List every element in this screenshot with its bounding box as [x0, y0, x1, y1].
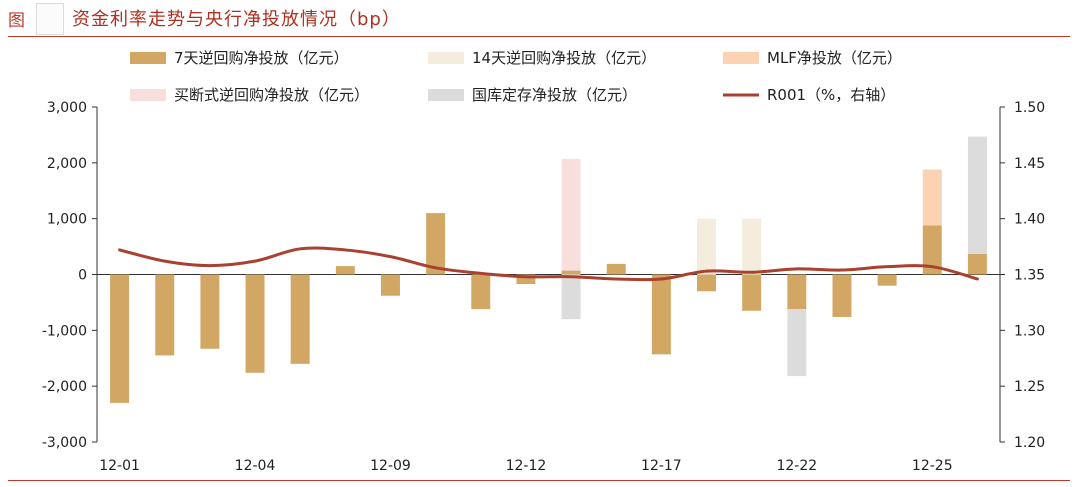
- legend-swatch-treasury: [428, 89, 464, 101]
- y-tick-label: -1,000: [42, 323, 87, 339]
- legend-label-outright: 买断式逆回购净投放（亿元）: [174, 86, 369, 104]
- legend-swatch-rr7: [130, 52, 166, 64]
- legend-swatch-outright: [130, 89, 166, 101]
- legend-swatch-mlf: [723, 52, 759, 64]
- bar-rr7: [651, 274, 671, 355]
- figure-number-box: [36, 3, 64, 35]
- bar-rr7: [200, 274, 220, 349]
- legend-label-treasury: 国库定存净投放（亿元）: [472, 86, 637, 104]
- y2-tick-label: 1.40: [1014, 212, 1045, 228]
- bar-rr7: [561, 270, 581, 275]
- bar-rr7: [245, 274, 265, 373]
- bar-treasury: [967, 136, 987, 254]
- x-tick-label: 12-01: [99, 458, 140, 474]
- bar-rr7: [967, 253, 987, 275]
- x-tick-label: 12-09: [370, 458, 411, 474]
- bar-rr7: [742, 274, 762, 311]
- bar-rr7: [471, 274, 491, 310]
- header-rule: [8, 36, 1070, 37]
- x-tick-label: 12-22: [776, 458, 817, 474]
- bar-rr7: [697, 274, 717, 292]
- bar-rr7: [335, 266, 355, 275]
- bar-rr7: [606, 263, 626, 275]
- y2-tick-label: 1.50: [1014, 100, 1045, 116]
- legend-label-mlf: MLF净投放（亿元）: [767, 49, 902, 67]
- y2-tick-label: 1.25: [1014, 379, 1045, 395]
- x-tick-label: 12-04: [235, 458, 276, 474]
- y-tick-label: -2,000: [42, 379, 87, 395]
- y2-tick-label: 1.45: [1014, 156, 1045, 172]
- legend-swatch-rr14: [428, 52, 464, 64]
- bar-rr14: [742, 218, 762, 275]
- bar-rr7: [155, 274, 175, 356]
- bar-rr7: [922, 225, 942, 275]
- bar-rr7: [380, 274, 400, 296]
- bar-outright: [561, 158, 581, 271]
- chart-title: 资金利率走势与央行净投放情况（bp）: [72, 9, 401, 30]
- series-line-r001: [118, 246, 979, 282]
- y2-tick-label: 1.35: [1014, 268, 1045, 284]
- bar-rr7: [516, 274, 536, 284]
- x-tick-label: 12-12: [506, 458, 547, 474]
- bar-treasury: [787, 309, 807, 377]
- figure-label: 图: [8, 11, 25, 31]
- bar-mlf: [922, 169, 942, 226]
- legend-label-rr14: 14天逆回购净投放（亿元）: [472, 49, 656, 67]
- y-tick-label: 3,000: [47, 100, 87, 116]
- legend-label-r001: R001（%，右轴）: [767, 86, 895, 104]
- x-tick-label: 12-25: [912, 458, 953, 474]
- bar-rr14: [697, 218, 717, 275]
- y2-tick-label: 1.30: [1014, 323, 1045, 339]
- y-tick-label: 0: [78, 268, 87, 284]
- bar-rr7: [290, 274, 310, 364]
- bar-treasury: [561, 274, 581, 320]
- y-tick-label: -3,000: [42, 435, 87, 451]
- bar-rr7: [787, 274, 807, 310]
- bar-rr7: [426, 213, 446, 275]
- y-tick-label: 2,000: [47, 156, 87, 172]
- y-tick-label: 1,000: [47, 212, 87, 228]
- figure-header: 图 资金利率走势与央行净投放情况（bp）: [0, 0, 1080, 38]
- bar-rr7: [110, 274, 130, 403]
- bar-rr7: [832, 274, 852, 317]
- y2-tick-label: 1.20: [1014, 435, 1045, 451]
- footer-rule: [8, 480, 1070, 481]
- bar-rr7: [877, 274, 897, 286]
- x-tick-label: 12-17: [641, 458, 682, 474]
- legend-label-rr7: 7天逆回购净投放（亿元）: [174, 49, 349, 67]
